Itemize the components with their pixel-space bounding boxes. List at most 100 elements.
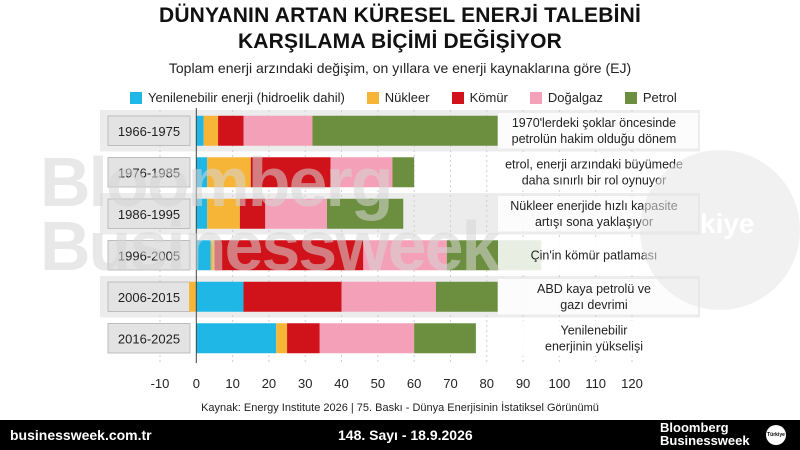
- legend-item-oil: Petrol: [624, 90, 677, 105]
- period-label: 1966-1975: [118, 124, 180, 139]
- annotation-text: 1970'lerdeki şoklar öncesinde petrolün ha…: [512, 116, 677, 146]
- bar-segment-gas: [319, 323, 415, 354]
- bar-segment-coal: [250, 157, 331, 188]
- x-tick-label: 10: [225, 376, 239, 391]
- period-label: 2006-2015: [118, 290, 180, 305]
- x-tick-label: 40: [334, 376, 348, 391]
- chart-title-line-1: DÜNYANIN ARTAN KÜRESEL ENERJİ TALEBİNİ: [158, 4, 642, 27]
- bar-segment-nuclear: [203, 115, 219, 146]
- bar-segment-renewable: [196, 323, 277, 354]
- chart-legend: Yenilenebilir enerji (hidroelik dahil) N…: [130, 90, 699, 105]
- footer-turkiye-badge: Türkiye: [766, 425, 786, 445]
- x-tick-label: 110: [585, 376, 606, 391]
- bar-segment-oil: [435, 281, 498, 312]
- bar-segment-gas: [330, 157, 393, 188]
- bar-segment-renewable: [196, 281, 244, 312]
- chart-title-line-2: KARŞILAMA BİÇİMİ DEĞİŞİYOR: [237, 30, 563, 53]
- bar-segment-coal: [239, 198, 266, 229]
- legend-swatch-renewable: [130, 91, 142, 104]
- period-label: 2016-2025: [118, 331, 180, 346]
- bar-segment-gas: [363, 240, 447, 271]
- period-label-box: [107, 323, 191, 354]
- chart-subtitle: Toplam enerji arzındaki değişim, on yıll…: [168, 60, 632, 76]
- bar-segment-coal: [287, 323, 320, 354]
- annotation-text: Nükleer enerjide hızlı kapasite artışı so…: [510, 199, 677, 229]
- annotation-line: ABD kaya petrolü ve: [537, 282, 651, 296]
- annotation-text: ABD kaya petrolü ve gazı devrimi: [537, 282, 651, 312]
- footer-url-link[interactable]: businessweek.com.tr: [10, 427, 152, 443]
- period-label-box: [107, 115, 191, 146]
- footer-issue-date: 148. Sayı - 18.9.2026: [338, 427, 473, 443]
- bar-segment-coal: [218, 115, 244, 146]
- legend-swatch-coal: [451, 91, 464, 104]
- period-label-box: [107, 157, 191, 188]
- bar-segment-nuclear: [189, 281, 197, 312]
- legend-swatch-gas: [529, 91, 542, 104]
- source-note: Kaynak: Energy Institute 2026 | 75. Bask…: [201, 402, 599, 414]
- annotation-line: Çin'in kömür patlaması: [531, 248, 658, 262]
- bar-segment-nuclear: [207, 198, 240, 229]
- x-tick-label: 20: [262, 376, 276, 391]
- bar-segment-oil: [327, 198, 404, 229]
- stacked-bar-chart: 1966-19751976-19851986-19951996-20052006…: [100, 108, 700, 391]
- watermark-circle: [640, 150, 800, 310]
- annotation-text: etrol, enerji arzındaki büyümede daha sın…: [505, 157, 683, 187]
- bar-segment-gas: [243, 115, 313, 146]
- x-tick-label: 80: [480, 376, 494, 391]
- bar-segment-coal: [243, 281, 342, 312]
- period-label: 1976-1985: [118, 165, 180, 180]
- period-label: 1996-2005: [118, 248, 180, 263]
- bar-segment-renewable: [196, 115, 204, 146]
- x-tick-label: 30: [298, 376, 312, 391]
- annotation-line: enerjinin yükselişi: [545, 339, 643, 353]
- annotation-line: artışı sona yaklaşıyor: [535, 215, 653, 229]
- footer-brand-logo: Bloomberg Businessweek: [660, 421, 750, 447]
- period-label-box: [107, 240, 191, 271]
- annotation-line: petrolün hakim olduğu dönem: [512, 132, 677, 146]
- x-tick-label: 60: [407, 376, 421, 391]
- footer-bar: businessweek.com.tr 148. Sayı - 18.9.202…: [0, 420, 800, 450]
- annotation-line: gazı devrimi: [560, 298, 627, 312]
- annotation-line: etrol, enerji arzındaki büyümede: [505, 157, 683, 171]
- period-label: 1986-1995: [118, 207, 180, 222]
- legend-swatch-oil: [624, 91, 637, 104]
- bar-segment-oil: [392, 157, 415, 188]
- bar-segment-renewable: [196, 198, 208, 229]
- annotation-box: [498, 320, 698, 356]
- bar-segment-oil: [414, 323, 476, 354]
- legend-swatch-nuclear: [366, 91, 379, 104]
- bar-segment-oil: [312, 115, 498, 146]
- x-tick-label: 90: [516, 376, 530, 391]
- period-label-box: [107, 198, 191, 229]
- bar-segment-gas: [265, 198, 328, 229]
- annotation-text: Yenilenebilir enerjinin yükselişi: [545, 323, 643, 353]
- annotation-text: Çin'in kömür patlaması: [531, 248, 658, 262]
- legend-label-oil: Petrol: [642, 90, 677, 105]
- annotation-box: [498, 113, 698, 149]
- bar-segment-gas: [341, 281, 436, 312]
- x-tick-label: 100: [549, 376, 571, 391]
- annotation-line: Yenilenebilir: [561, 323, 628, 337]
- legend-item-nuclear: Nükleer: [366, 90, 430, 105]
- watermark-circle-text: kiye: [700, 208, 755, 239]
- x-tick-label: -10: [151, 376, 170, 391]
- legend-label-coal: Kömür: [469, 90, 508, 105]
- footer-brand-line-2: Businessweek: [660, 433, 750, 448]
- x-tick-label: 70: [443, 376, 457, 391]
- bar-segment-nuclear: [276, 323, 288, 354]
- legend-item-coal: Kömür: [451, 90, 508, 105]
- x-tick-label: 120: [621, 376, 643, 391]
- bar-segment-renewable: [196, 240, 211, 271]
- legend-item-renewable: Yenilenebilir enerji (hidroelik dahil): [130, 90, 345, 105]
- bar-segment-renewable: [196, 157, 208, 188]
- legend-item-gas: Doğalgaz: [529, 90, 603, 105]
- annotation-line: 1970'lerdeki şoklar öncesinde: [512, 116, 676, 130]
- annotation-line: Nükleer enerjide hızlı kapasite: [510, 199, 677, 213]
- x-tick-label: 0: [193, 376, 200, 391]
- footer-brand-line-1: Bloomberg: [660, 420, 729, 435]
- bar-segment-nuclear: [210, 240, 215, 271]
- legend-label-gas: Doğalgaz: [547, 90, 603, 105]
- legend-label-renewable: Yenilenebilir enerji (hidroelik dahil): [148, 90, 345, 105]
- legend-label-nuclear: Nükleer: [384, 90, 430, 105]
- annotation-line: daha sınırlı bir rol oynuyor: [522, 173, 667, 187]
